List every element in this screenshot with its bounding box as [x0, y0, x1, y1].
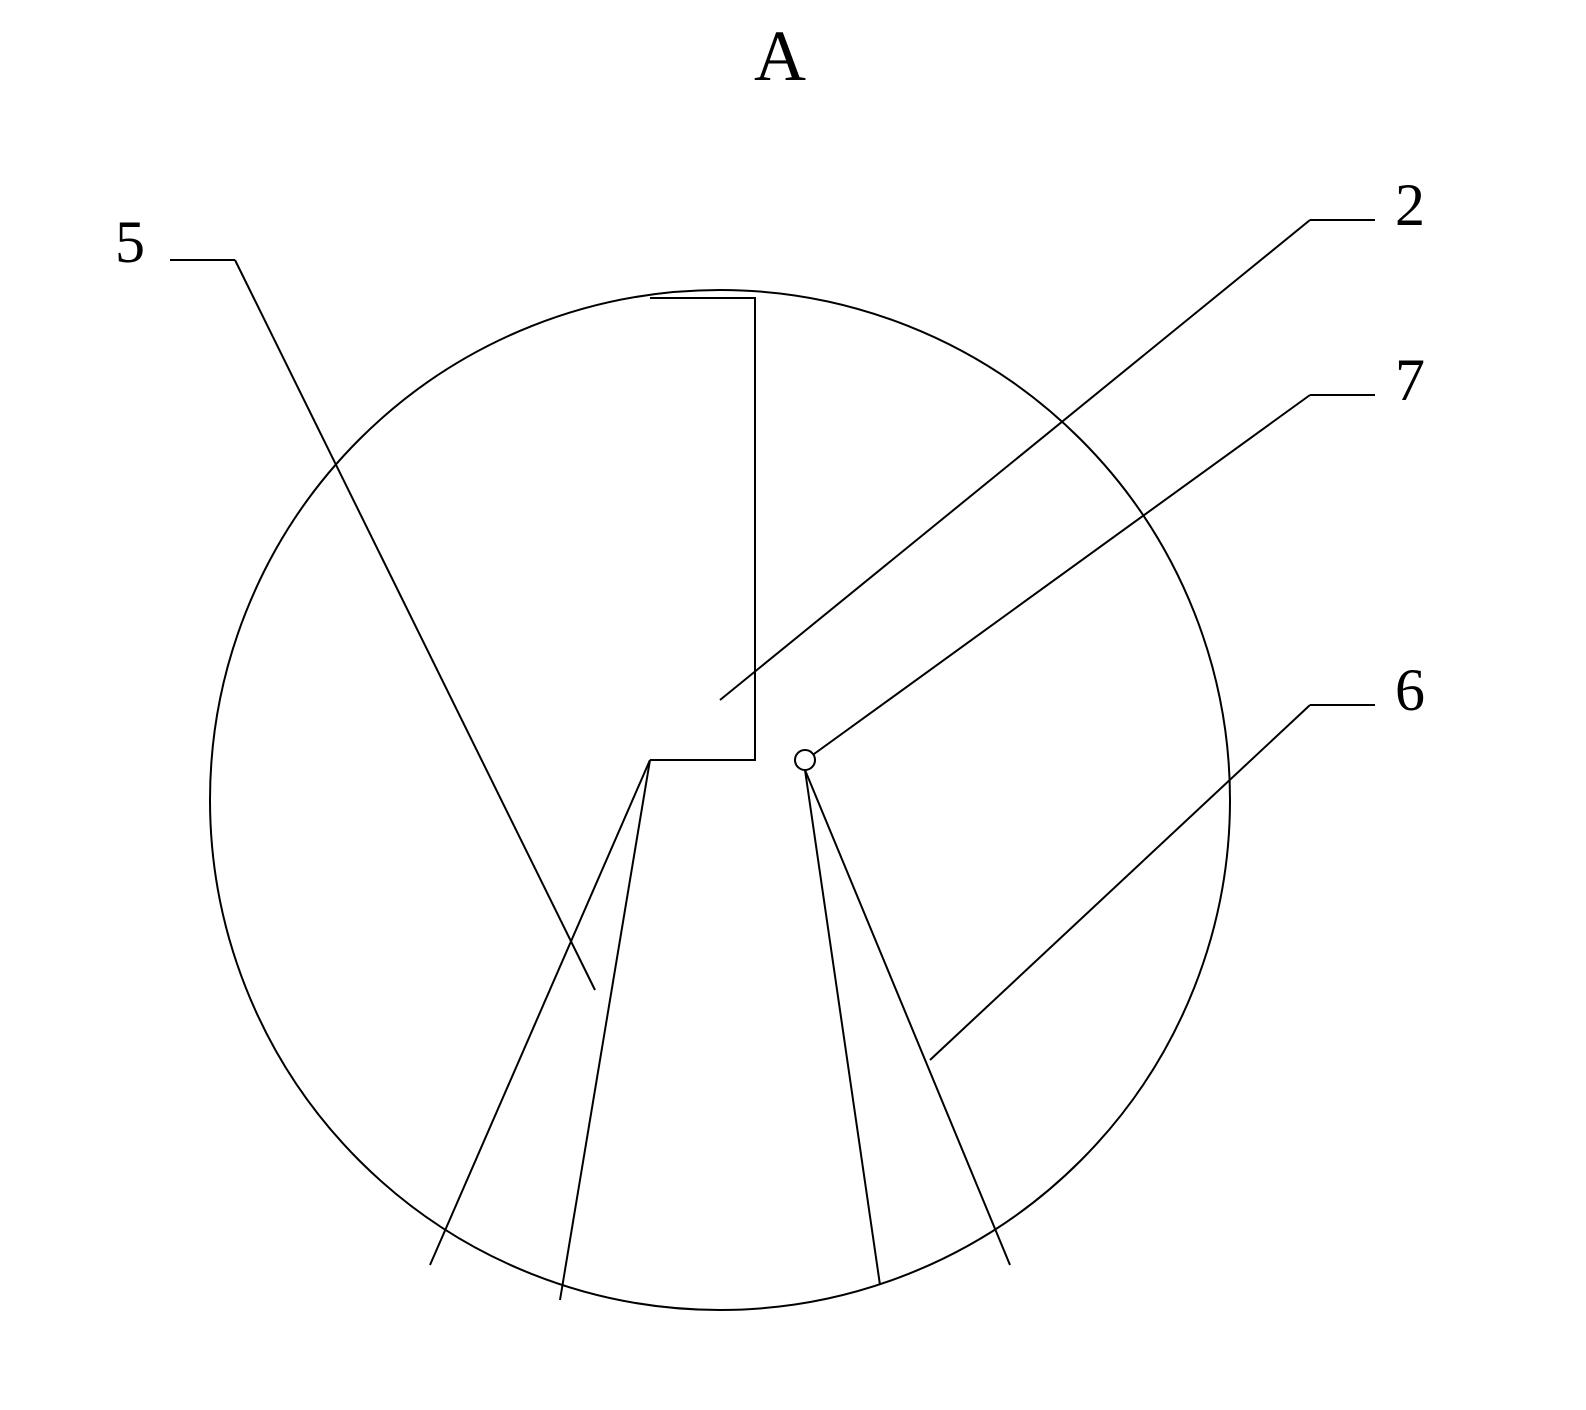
callout-5-line [235, 260, 595, 990]
callout-2-label: 2 [1395, 172, 1425, 238]
small-circle [795, 750, 815, 770]
wedge-right-outer [805, 770, 1010, 1265]
callout-6-label: 6 [1395, 657, 1425, 723]
callout-7-label: 7 [1395, 347, 1425, 413]
callout-7-line [814, 395, 1310, 754]
top-rectangle [650, 298, 755, 760]
wedge-left-outer [430, 760, 650, 1265]
diagram-title: A [754, 16, 806, 96]
main-circle [210, 290, 1230, 1310]
wedge-left-inner [560, 760, 650, 1300]
wedge-right-inner [805, 770, 880, 1285]
callout-6-line [930, 705, 1310, 1060]
callout-5-label: 5 [115, 209, 145, 275]
